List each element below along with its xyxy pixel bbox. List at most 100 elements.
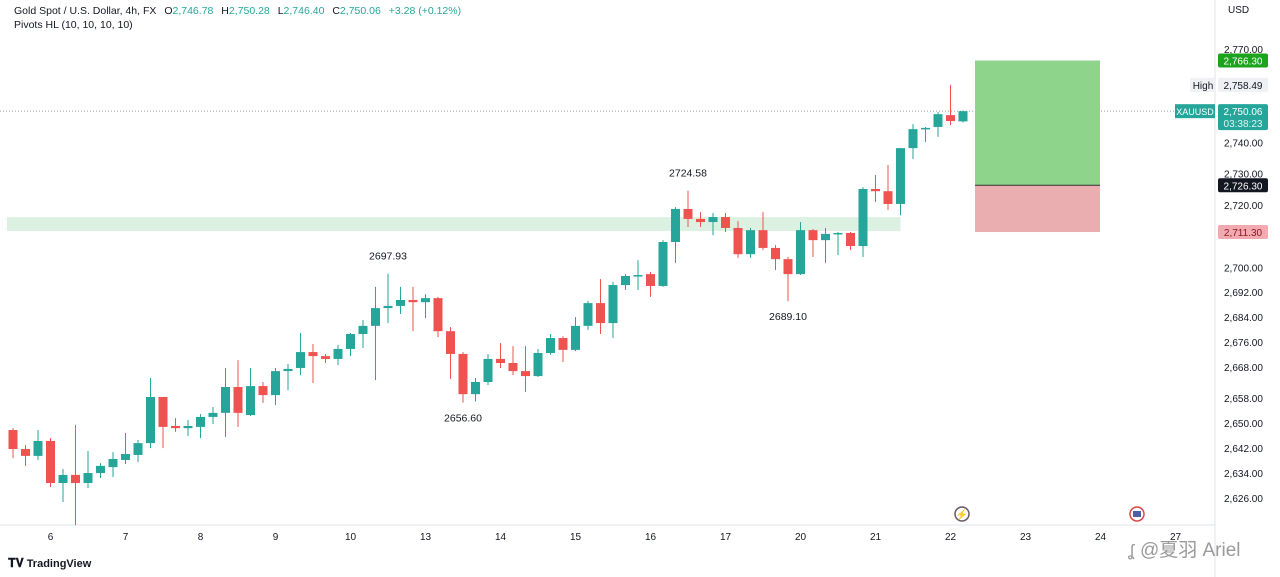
high-price-label-bg bbox=[1218, 77, 1268, 92]
x-tick-label: 16 bbox=[645, 532, 657, 543]
candle-up bbox=[33, 440, 43, 456]
chart-legend: Gold Spot / U.S. Dollar, 4h, FX O2,746.7… bbox=[14, 5, 462, 31]
lightning-icon[interactable] bbox=[954, 506, 970, 522]
x-tick-label: 6 bbox=[48, 532, 54, 543]
candle-up bbox=[821, 233, 830, 241]
candle-down bbox=[233, 386, 243, 413]
candle-down bbox=[458, 353, 468, 395]
candle-down bbox=[508, 362, 518, 372]
candle-down bbox=[258, 386, 268, 396]
candle-up bbox=[333, 348, 343, 359]
x-tick-label: 23 bbox=[1020, 532, 1032, 543]
candle-up bbox=[608, 285, 618, 324]
change-value: +3.28 (+0.12%) bbox=[388, 5, 462, 17]
bar-countdown: 03:38:23 bbox=[1224, 119, 1263, 130]
close-value: 2,750.06 bbox=[339, 5, 381, 17]
candle-up bbox=[83, 473, 93, 484]
candle-down bbox=[446, 331, 455, 354]
high-value: 2,750.28 bbox=[228, 5, 270, 17]
stop-price-label: 2,711.30 bbox=[1224, 228, 1263, 239]
candle-up bbox=[58, 474, 68, 484]
tradingview-logo[interactable]: 𝐓𝐕 TradingView bbox=[8, 556, 92, 570]
x-tick-label: 21 bbox=[870, 532, 882, 543]
x-tick-label: 20 bbox=[795, 532, 807, 543]
candle-up bbox=[246, 386, 255, 416]
candle-down bbox=[596, 303, 605, 324]
support-zone bbox=[7, 217, 901, 232]
candle-up bbox=[583, 303, 593, 326]
stop-price-label-bg bbox=[1218, 225, 1268, 240]
candle-up bbox=[183, 425, 193, 429]
candle-up bbox=[633, 275, 643, 277]
candle-up bbox=[621, 275, 630, 286]
candle-up bbox=[146, 396, 155, 444]
candle-up bbox=[346, 333, 355, 349]
high-title-bg bbox=[1190, 77, 1216, 92]
candle-up bbox=[658, 242, 668, 286]
y-tick-label: 2,740.00 bbox=[1224, 139, 1263, 150]
pivot-label: 2697.93 bbox=[369, 251, 407, 263]
candle-down bbox=[721, 217, 730, 228]
y-tick-label: 2,720.00 bbox=[1224, 201, 1263, 212]
last-price-label-bg bbox=[1218, 104, 1268, 131]
candle-down bbox=[321, 356, 330, 359]
candle-up bbox=[121, 454, 130, 460]
last-price-label: 2,750.06 bbox=[1224, 107, 1263, 118]
candle-up bbox=[358, 325, 368, 334]
candle-up bbox=[421, 298, 430, 303]
position-stop-area[interactable] bbox=[975, 185, 1100, 233]
x-tick-label: 15 bbox=[570, 532, 582, 543]
y-tick-label: 2,668.00 bbox=[1224, 363, 1263, 374]
candle-up bbox=[746, 230, 755, 255]
candle-down bbox=[871, 188, 880, 192]
candle-up bbox=[296, 352, 305, 368]
candle-down bbox=[21, 449, 30, 456]
symbol-tag: XAUUSD bbox=[1176, 107, 1214, 117]
entry-price-label-bg bbox=[1218, 178, 1268, 193]
position-target-area[interactable] bbox=[975, 60, 1100, 186]
candle-down bbox=[496, 358, 505, 363]
candle-up bbox=[221, 386, 230, 413]
candle-up bbox=[483, 358, 493, 383]
candle-up bbox=[933, 114, 943, 127]
currency-label[interactable]: USD bbox=[1228, 5, 1250, 16]
y-tick-label: 2,658.00 bbox=[1224, 394, 1263, 405]
x-tick-label: 24 bbox=[1095, 532, 1107, 543]
candle-down bbox=[8, 430, 18, 450]
y-tick-label: 2,730.00 bbox=[1224, 170, 1263, 181]
symbol-tag-bg bbox=[1175, 104, 1215, 119]
candle-up bbox=[471, 382, 480, 395]
candle-down bbox=[521, 371, 530, 377]
indicator-label[interactable]: Pivots HL (10, 10, 10, 10) bbox=[14, 19, 133, 31]
candle-down bbox=[558, 338, 568, 350]
x-tick-label: 9 bbox=[273, 532, 279, 543]
pivot-label: 2656.60 bbox=[444, 413, 482, 425]
x-tick-label: 10 bbox=[345, 532, 357, 543]
target-price-label: 2,766.30 bbox=[1224, 57, 1263, 68]
candle-up bbox=[96, 465, 105, 474]
high-price-label: 2,758.49 bbox=[1224, 81, 1263, 92]
candle-up bbox=[671, 208, 680, 243]
candle-down bbox=[696, 218, 705, 223]
x-tick-label: 14 bbox=[495, 532, 507, 543]
candle-up bbox=[108, 459, 118, 468]
candle-up bbox=[571, 325, 580, 350]
candle-up bbox=[708, 217, 718, 223]
pivot-label: 2689.10 bbox=[769, 311, 807, 323]
weibo-icon: ʆ bbox=[1128, 541, 1134, 560]
entry-price-label: 2,726.30 bbox=[1224, 181, 1263, 192]
y-tick-label: 2,684.00 bbox=[1224, 313, 1263, 324]
y-tick-label: 2,700.00 bbox=[1224, 263, 1263, 274]
candle-up bbox=[796, 230, 805, 275]
candle-down bbox=[883, 191, 893, 204]
candle-down bbox=[733, 227, 743, 255]
y-tick-label: 2,676.00 bbox=[1224, 338, 1263, 349]
candle-down bbox=[783, 259, 793, 275]
candle-down bbox=[758, 230, 768, 248]
y-tick-label: 2,642.00 bbox=[1224, 444, 1263, 455]
x-tick-label: 22 bbox=[945, 532, 957, 543]
y-tick-label: 2,626.00 bbox=[1224, 494, 1263, 505]
candle-up bbox=[283, 368, 293, 372]
candle-up bbox=[833, 232, 843, 235]
